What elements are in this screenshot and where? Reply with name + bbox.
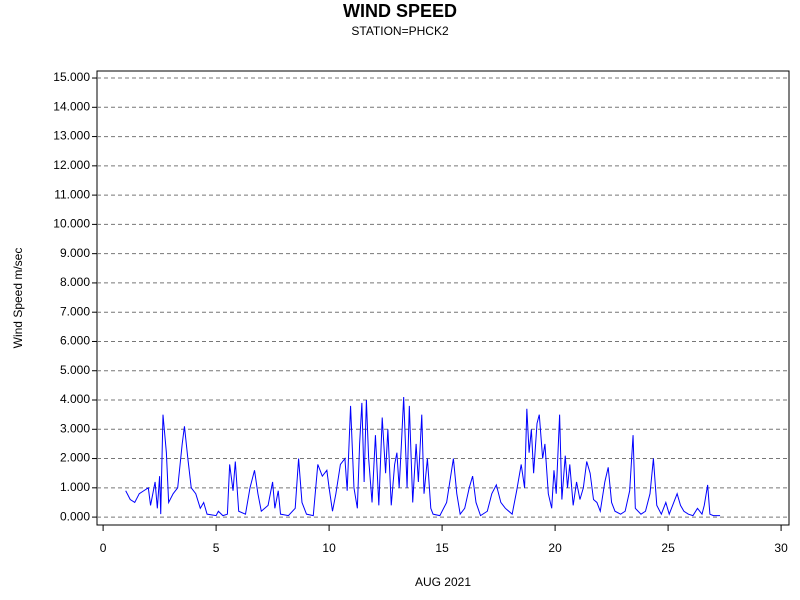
chart-title: WIND SPEED — [343, 1, 457, 21]
y-tick-label: 11.000 — [54, 187, 90, 201]
data-line — [125, 397, 721, 517]
y-tick-label: 9.000 — [60, 246, 90, 260]
y-tick-label: 8.000 — [60, 275, 90, 289]
y-tick-label: 1.000 — [60, 480, 90, 494]
chart-subtitle: STATION=PHCK2 — [351, 24, 449, 38]
y-tick-label: 14.000 — [53, 99, 90, 113]
y-tick-label: 3.000 — [60, 421, 90, 435]
y-tick-label: 4.000 — [60, 392, 90, 406]
x-tick-label: 10 — [322, 541, 336, 555]
y-tick-label: 5.000 — [60, 363, 90, 377]
y-tick-label: 6.000 — [60, 334, 90, 348]
x-tick-label: 30 — [774, 541, 788, 555]
x-tick-label: 0 — [100, 541, 107, 555]
y-axis-label: Wind Speed m/sec — [11, 248, 25, 349]
y-tick-label: 13.000 — [53, 129, 90, 143]
x-tick-label: 5 — [213, 541, 220, 555]
x-tick-label: 20 — [548, 541, 562, 555]
x-tick-label: 25 — [661, 541, 675, 555]
y-tick-label: 0.000 — [60, 509, 90, 523]
y-tick-label: 7.000 — [60, 304, 90, 318]
plot-frame — [96, 70, 790, 526]
y-tick-label: 10.000 — [53, 217, 90, 231]
x-tick-label: 15 — [435, 541, 449, 555]
y-tick-label: 15.000 — [53, 70, 90, 84]
y-tick-label: 12.000 — [53, 158, 90, 172]
y-tick-label: 2.000 — [60, 451, 90, 465]
x-axis-label: AUG 2021 — [415, 575, 471, 589]
